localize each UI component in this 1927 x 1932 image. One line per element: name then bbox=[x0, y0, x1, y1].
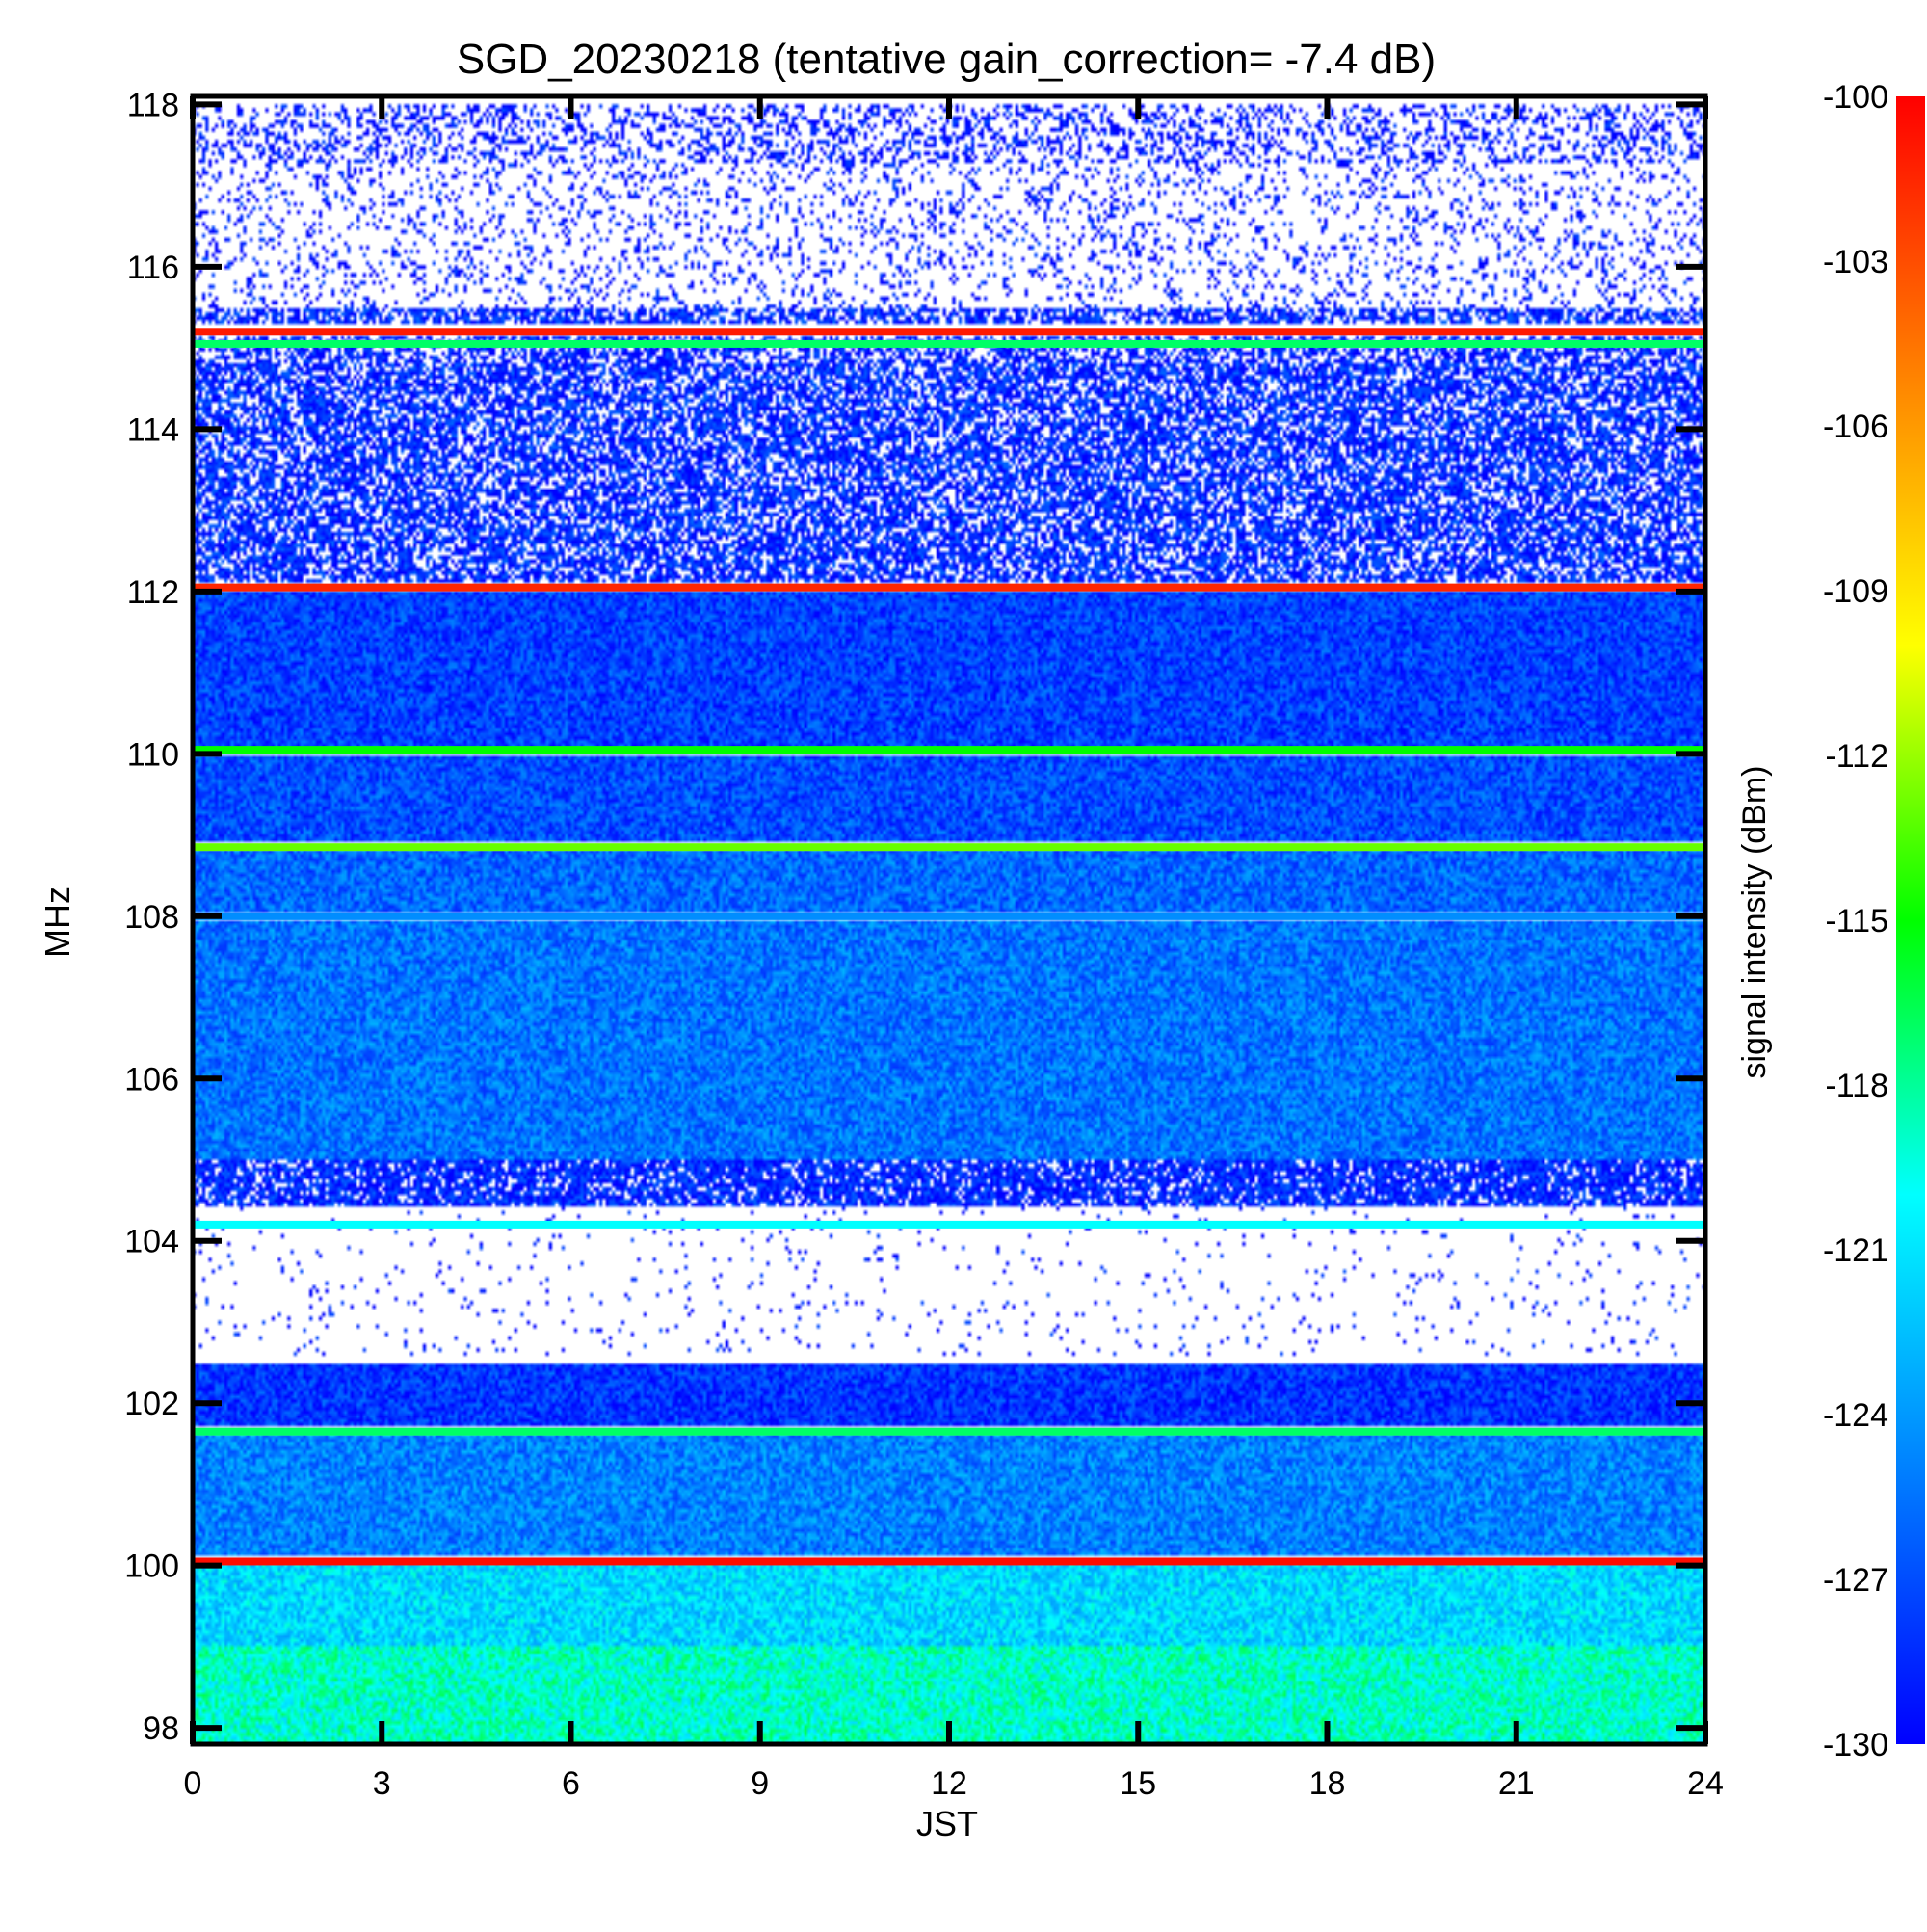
y-tick-label: 108 bbox=[124, 899, 179, 936]
colorbar-tick-label: -118 bbox=[1825, 1068, 1888, 1104]
colorbar-tick-label: -112 bbox=[1825, 738, 1888, 775]
y-axis: 98 100 102 104 106 108 110 112 114 116 118 bbox=[124, 87, 1705, 1747]
x-tick-label: 9 bbox=[751, 1765, 769, 1802]
x-tick-label: 18 bbox=[1309, 1765, 1346, 1802]
station-line bbox=[193, 912, 1705, 920]
x-axis-label: JST bbox=[916, 1804, 978, 1843]
x-tick-label: 6 bbox=[562, 1765, 580, 1802]
x-tick-label: 3 bbox=[373, 1765, 391, 1802]
y-tick-label: 102 bbox=[124, 1386, 179, 1422]
colorbar: -100 -103 -106 -109 -112 -115 -118 -121 -124 -127… bbox=[1823, 79, 1925, 1763]
station-line bbox=[193, 328, 1705, 336]
colorbar-tick-label: -127 bbox=[1823, 1562, 1888, 1599]
station-line bbox=[193, 1427, 1705, 1436]
station-line bbox=[193, 1557, 1705, 1566]
y-tick-label: 112 bbox=[127, 574, 179, 611]
station-line bbox=[193, 746, 1705, 754]
station-line bbox=[193, 1220, 1705, 1229]
y-tick-label: 100 bbox=[124, 1548, 179, 1585]
colorbar-tick-label: -124 bbox=[1823, 1397, 1888, 1434]
colorbar-tick-label: -103 bbox=[1823, 244, 1888, 280]
chart-title: SGD_20230218 (tentative gain_correction=… bbox=[457, 36, 1436, 83]
y-tick-label: 98 bbox=[143, 1710, 179, 1747]
x-tick-label: 21 bbox=[1498, 1765, 1535, 1802]
x-axis: 0 3 6 9 12 15 18 21 24 bbox=[184, 96, 1724, 1802]
y-tick-label: 116 bbox=[127, 250, 179, 286]
plot-area bbox=[193, 96, 1705, 1744]
colorbar-tick-label: -130 bbox=[1823, 1727, 1888, 1763]
x-tick-label: 12 bbox=[931, 1765, 967, 1802]
colorbar-bar bbox=[1896, 96, 1925, 1744]
colorbar-tick-label: -106 bbox=[1823, 409, 1888, 445]
x-tick-label: 24 bbox=[1687, 1765, 1724, 1802]
station-line bbox=[193, 339, 1705, 348]
y-tick-label: 110 bbox=[127, 736, 179, 773]
colorbar-tick-label: -109 bbox=[1823, 573, 1888, 610]
spectrogram-image bbox=[193, 96, 1705, 1744]
y-tick-label: 104 bbox=[124, 1224, 179, 1260]
colorbar-tick-label: -100 bbox=[1823, 79, 1888, 116]
y-tick-label: 106 bbox=[124, 1061, 179, 1098]
y-tick-label: 118 bbox=[127, 87, 179, 123]
station-line bbox=[193, 583, 1705, 592]
x-tick-label: 15 bbox=[1120, 1765, 1156, 1802]
y-tick-label: 114 bbox=[127, 411, 179, 448]
colorbar-tick-label: -121 bbox=[1823, 1232, 1888, 1269]
x-tick-label: 0 bbox=[184, 1765, 202, 1802]
station-line bbox=[193, 843, 1705, 852]
y-axis-label: MHz bbox=[38, 887, 77, 958]
colorbar-tick-label: -115 bbox=[1825, 903, 1888, 940]
colorbar-label: signal intensity (dBm) bbox=[1736, 765, 1773, 1078]
